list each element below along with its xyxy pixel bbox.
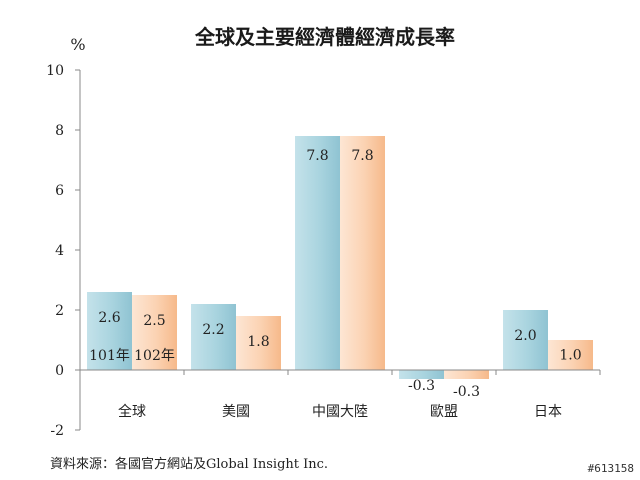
legend-entry: 102年 xyxy=(134,348,175,364)
data-label: -0.3 xyxy=(453,384,480,400)
data-label: 2.5 xyxy=(143,313,165,329)
bar xyxy=(87,292,132,370)
y-tick-label: 10 xyxy=(46,63,64,79)
bar xyxy=(191,304,236,370)
bar xyxy=(340,136,385,370)
bar xyxy=(503,310,548,370)
data-label: 2.2 xyxy=(202,322,224,338)
y-tick-label: -2 xyxy=(50,423,64,439)
bars xyxy=(87,136,593,379)
bar xyxy=(399,370,444,379)
data-label: 7.8 xyxy=(306,148,328,164)
bar xyxy=(132,295,177,370)
bar xyxy=(236,316,281,370)
source-note: 資料來源：各國官方網站及Global Insight Inc. xyxy=(50,456,328,472)
x-axis: 全球 美國 中國大陸 歐盟 日本 xyxy=(79,369,601,420)
data-labels: 2.6 2.2 7.8 -0.3 2.0 2.5 1.8 7.8 -0.3 1.0 xyxy=(98,148,581,400)
data-label: 2.0 xyxy=(514,328,536,344)
x-category-label: 美國 xyxy=(222,404,250,420)
x-category-label: 歐盟 xyxy=(430,404,458,420)
y-tick-label: 4 xyxy=(55,243,64,259)
y-tick-label: 8 xyxy=(55,123,64,139)
data-label: 1.8 xyxy=(247,334,269,350)
bar xyxy=(295,136,340,370)
y-tick-label: 0 xyxy=(55,363,64,379)
image-code: #613158 xyxy=(588,462,634,475)
bar xyxy=(548,340,593,370)
data-label: 1.0 xyxy=(559,348,581,364)
y-tick-label: 6 xyxy=(55,183,64,199)
data-label: 7.8 xyxy=(351,148,373,164)
y-axis-unit: % xyxy=(70,35,85,54)
legend-entry: 101年 xyxy=(89,348,130,364)
x-category-label: 全球 xyxy=(118,403,146,420)
data-label: 2.6 xyxy=(98,310,120,326)
bar xyxy=(444,370,489,379)
y-tick-label: 2 xyxy=(55,303,64,319)
x-category-label: 中國大陸 xyxy=(312,404,368,420)
x-category-label: 日本 xyxy=(534,404,562,420)
y-axis: -2 0 2 4 6 8 10 xyxy=(46,63,81,439)
legend: 101年 102年 xyxy=(89,348,175,364)
data-label: -0.3 xyxy=(408,378,435,394)
chart-title: 全球及主要經濟體經濟成長率 xyxy=(194,25,455,49)
